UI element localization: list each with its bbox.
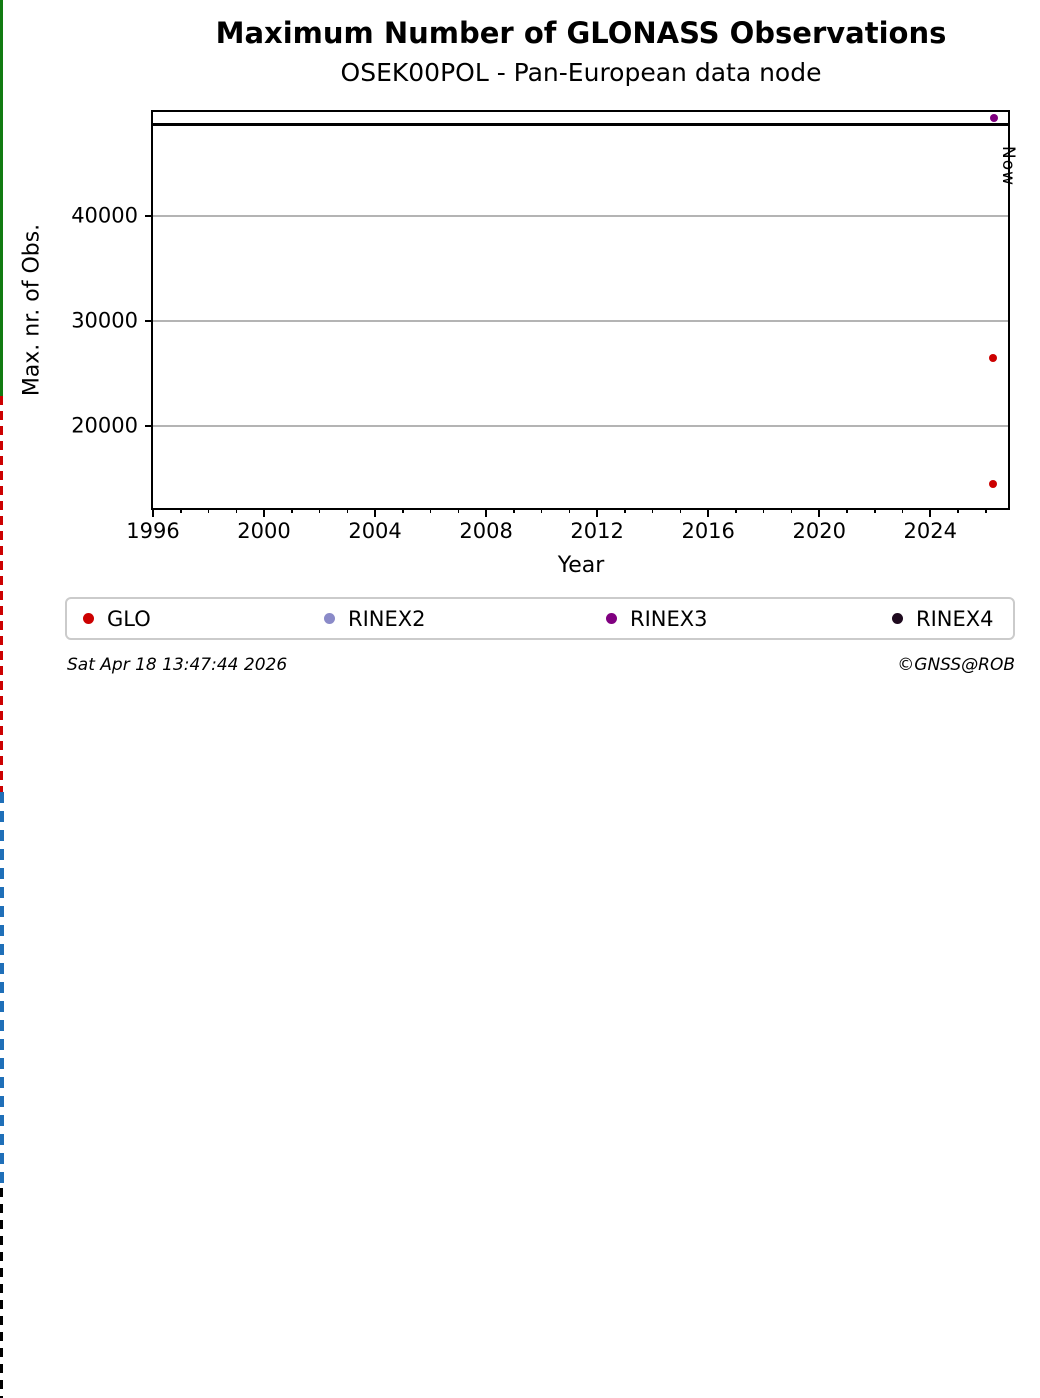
x-tick-minor <box>846 508 848 513</box>
x-tick-minor <box>874 508 876 513</box>
y-tick-label: 30000 <box>71 308 138 333</box>
gridline <box>153 425 1008 428</box>
x-tick-minor <box>346 508 349 513</box>
rinex4-marker-icon <box>892 613 903 624</box>
x-tick-major <box>263 508 266 517</box>
plot-frame <box>151 110 1010 510</box>
legend-item-rinex2: RINEX2 <box>324 597 426 640</box>
credit: ©GNSS@ROB <box>897 655 1015 675</box>
x-tick-minor <box>762 508 765 513</box>
y-tick-label: 40000 <box>71 203 138 228</box>
x-tick-minor <box>540 508 543 513</box>
x-tick-label: 2000 <box>237 519 291 543</box>
x-tick-minor <box>901 508 904 513</box>
x-tick-minor <box>679 508 682 513</box>
rinex2-marker-icon <box>324 613 335 624</box>
x-tick-minor <box>235 508 238 513</box>
legend-item-glo: GLO <box>83 597 151 640</box>
x-tick-minor <box>457 508 460 513</box>
x-tick-label: 2020 <box>792 519 846 543</box>
vline-0 <box>0 0 3 396</box>
data-point-glo <box>988 353 997 362</box>
rinex3-marker-icon <box>606 613 617 624</box>
y-tick <box>145 320 153 323</box>
legend-label: RINEX3 <box>630 606 708 631</box>
legend-label: RINEX2 <box>348 606 426 631</box>
vline-2 <box>0 792 4 1188</box>
data-point-rinex3 <box>990 114 999 123</box>
x-tick-minor <box>180 508 182 513</box>
x-tick-label: 2004 <box>348 519 402 543</box>
x-tick-minor <box>402 508 404 513</box>
x-tick-major <box>374 508 377 517</box>
x-tick-minor <box>651 508 654 513</box>
x-tick-minor <box>735 508 737 513</box>
y-tick <box>145 214 153 217</box>
plot-area: 20000 30000 40000 1996 2000 2004 2008 2012 2016 2… <box>0 0 1018 1398</box>
legend-item-rinex3: RINEX3 <box>606 597 708 640</box>
timestamp: Sat Apr 18 13:47:44 2026 <box>67 655 288 675</box>
x-tick-minor <box>207 508 210 513</box>
x-tick-major <box>152 508 154 517</box>
max-obs-line <box>153 123 1008 126</box>
x-tick-major <box>707 508 710 517</box>
x-tick-minor <box>985 508 987 513</box>
legend-label: GLO <box>107 606 151 631</box>
x-tick-label: 2008 <box>459 519 513 543</box>
x-tick-minor <box>318 508 321 513</box>
x-axis-label: Year <box>557 553 605 578</box>
x-tick-minor <box>568 508 571 513</box>
legend-item-rinex4: RINEX4 <box>892 597 994 640</box>
x-tick-label: 2012 <box>570 519 624 543</box>
chart-title: Maximum Number of GLONASS Observations <box>215 16 947 50</box>
data-point-glo <box>988 479 997 488</box>
legend <box>65 597 1015 640</box>
glo-marker-icon <box>83 613 94 624</box>
x-tick-label: 2016 <box>681 519 735 543</box>
x-tick-minor <box>957 508 959 513</box>
gridline <box>153 320 1008 323</box>
gridline <box>153 214 1008 217</box>
chart-subtitle: OSEK00POL - Pan-European data node <box>340 58 822 87</box>
legend-label: RINEX4 <box>916 606 994 631</box>
x-tick-major <box>818 508 821 517</box>
y-tick-label: 20000 <box>71 413 138 438</box>
x-tick-minor <box>790 508 793 513</box>
x-tick-label: 2024 <box>903 519 957 543</box>
x-tick-minor <box>429 508 432 513</box>
x-tick-label: 1996 <box>126 519 180 543</box>
x-tick-major <box>485 508 488 517</box>
x-tick-minor <box>291 508 293 513</box>
vline-now <box>0 1188 3 1398</box>
vline-1 <box>0 396 3 792</box>
y-tick <box>145 425 153 428</box>
x-tick-major <box>596 508 599 517</box>
x-tick-minor <box>624 508 626 513</box>
x-tick-minor <box>513 508 515 513</box>
x-tick-major <box>929 508 932 517</box>
